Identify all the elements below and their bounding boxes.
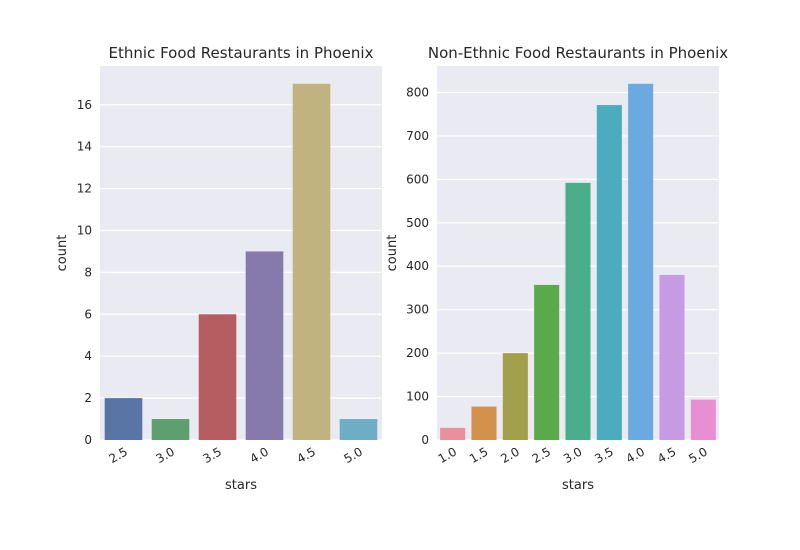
ethnic-x-tick-label: 3.0 [153,444,177,466]
ethnic-x-tick-label: 4.5 [294,444,318,466]
non-ethnic-x-tick-label: 2.5 [530,444,554,466]
ethnic-plot-area [100,66,382,440]
non-ethnic-x-tick-label: 1.5 [467,444,491,466]
non-ethnic-x-tick-label: 4.5 [655,444,679,466]
non-ethnic-x-tick-label: 3.0 [561,444,585,466]
ethnic-bar-3.5 [198,314,237,440]
non-ethnic-x-axis-label: stars [562,478,594,493]
non-ethnic-x-tick-label: 2.0 [498,444,522,466]
ethnic-bars [104,83,378,441]
non-ethnic-bar-3.0 [565,182,591,441]
non-ethnic-y-tick-label: 0 [421,433,429,447]
non-ethnic-x-tick-label: 1.0 [436,444,460,466]
ethnic-chart: 0 2 4 6 8 10 12 14 16 2.5 3.0 3.5 4.0 4.5 5.0 Ethnic … [55,44,382,493]
non-ethnic-x-tick-label: 5.0 [686,444,710,466]
ethnic-y-tick-label: 0 [84,433,92,447]
non-ethnic-bars [440,83,716,441]
ethnic-x-ticks: 2.5 3.0 3.5 4.0 4.5 5.0 [106,444,365,466]
non-ethnic-chart: 0 100 200 300 400 500 600 700 800 1.0 1.5 2.0 2.5 3.… [385,44,728,493]
non-ethnic-x-tick-label: 4.0 [624,444,648,466]
non-ethnic-y-tick-label: 800 [406,85,429,99]
non-ethnic-y-tick-label: 700 [406,129,429,143]
non-ethnic-bar-4.0 [628,83,654,441]
ethnic-y-tick-label: 4 [84,349,92,363]
ethnic-x-tick-label: 5.0 [341,444,365,466]
ethnic-y-tick-label: 14 [77,140,92,154]
ethnic-grid [100,104,382,441]
non-ethnic-bar-1.0 [440,427,466,440]
non-ethnic-bar-1.5 [471,406,497,440]
non-ethnic-y-tick-label: 500 [406,216,429,230]
non-ethnic-y-tick-label: 300 [406,303,429,317]
non-ethnic-y-tick-label: 100 [406,390,429,404]
ethnic-bar-2.5 [104,398,143,440]
ethnic-y-tick-label: 10 [77,223,92,237]
ethnic-bar-5.0 [339,419,378,440]
non-ethnic-x-ticks: 1.0 1.5 2.0 2.5 3.0 3.5 4.0 4.5 5.0 [436,444,710,466]
ethnic-y-tick-label: 8 [84,265,92,279]
ethnic-bar-3.0 [151,419,190,440]
ethnic-bar-4.5 [292,83,331,441]
ethnic-chart-title: Ethnic Food Restaurants in Phoenix [109,44,374,62]
non-ethnic-y-tick-label: 600 [406,172,429,186]
ethnic-y-tick-label: 2 [84,391,92,405]
non-ethnic-x-tick-label: 3.5 [592,444,616,466]
ethnic-x-tick-label: 3.5 [200,444,224,466]
ethnic-y-tick-label: 16 [77,98,92,112]
non-ethnic-bar-3.5 [596,105,622,440]
non-ethnic-bar-4.5 [659,274,685,440]
ethnic-bar-4.0 [245,251,284,440]
non-ethnic-chart-title: Non-Ethnic Food Restaurants in Phoenix [428,44,728,62]
ethnic-x-axis-label: stars [225,478,257,493]
ethnic-y-ticks: 0 2 4 6 8 10 12 14 16 [77,98,92,447]
non-ethnic-bar-2.5 [534,284,560,440]
ethnic-x-tick-label: 2.5 [106,444,130,466]
non-ethnic-y-tick-label: 200 [406,346,429,360]
ethnic-y-axis-label: count [55,235,70,272]
non-ethnic-bar-5.0 [690,399,716,440]
ethnic-x-tick-label: 4.0 [247,444,271,466]
ethnic-y-tick-label: 12 [77,182,92,196]
ethnic-y-tick-label: 6 [84,307,92,321]
non-ethnic-y-ticks: 0 100 200 300 400 500 600 700 800 [406,85,429,447]
non-ethnic-bar-2.0 [502,353,528,440]
non-ethnic-y-tick-label: 400 [406,259,429,273]
non-ethnic-y-axis-label: count [385,235,400,272]
